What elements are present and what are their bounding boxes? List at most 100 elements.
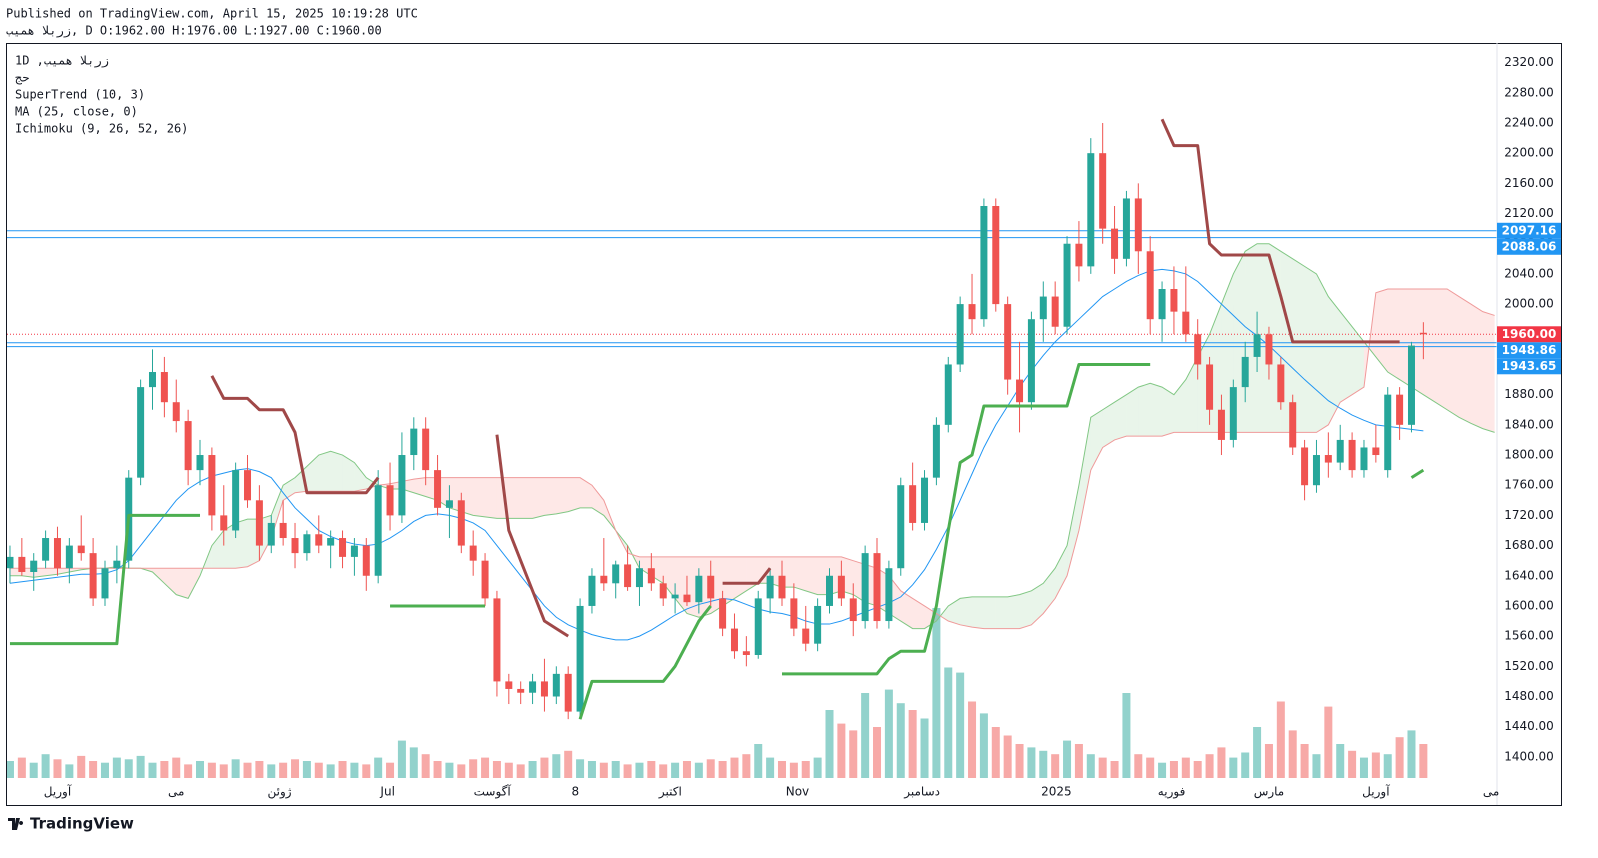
volume-bar (1181, 757, 1190, 778)
volume-bar (884, 689, 893, 778)
y-tick-label: 1400.00 (1504, 749, 1554, 763)
candle-body (148, 372, 156, 388)
candle-body (101, 568, 109, 599)
volume-bar (1371, 752, 1380, 778)
candle-body (968, 304, 976, 320)
volume-bar (65, 764, 74, 778)
volume-bar (730, 757, 739, 778)
volume-bar (1158, 762, 1167, 778)
candle-body (624, 564, 632, 588)
volume-bar (659, 764, 668, 778)
plot: 1400.00 1440.00 1480.00 1520.00 1560.00 1600.… (7, 43, 1554, 805)
volume-bar (1348, 750, 1357, 778)
x-tick-label: 2025 (1041, 785, 1072, 799)
volume-bar (207, 762, 216, 778)
candle-body (350, 545, 358, 557)
cloud-segment (734, 556, 747, 599)
candle-body (339, 538, 347, 557)
x-tick-label: فوریه (1158, 785, 1186, 800)
cloud-segment (1031, 583, 1044, 625)
volume-bar (777, 761, 786, 778)
volume-bar (718, 761, 727, 778)
candle-body (30, 560, 38, 572)
volume-bar (837, 723, 846, 778)
volume-bar (1336, 744, 1345, 778)
candle-body (291, 538, 299, 554)
volume-bar (291, 759, 300, 778)
cloud-segment (1138, 383, 1151, 437)
candle-body (1075, 243, 1083, 267)
candle-body (327, 538, 335, 546)
volume-bar (421, 754, 430, 778)
cloud-segment (520, 477, 533, 519)
volume-bar (136, 755, 145, 778)
cloud-segment (972, 596, 984, 629)
volume-bar (1300, 744, 1309, 778)
volume-bar (160, 761, 169, 778)
candle-body (1384, 394, 1392, 471)
volume-bar (825, 710, 834, 778)
volume-bar (481, 757, 490, 778)
level-label: 2088.06 (1502, 239, 1557, 253)
candle-body (469, 545, 477, 561)
volume-bar (1359, 757, 1368, 778)
volume-bar (635, 762, 644, 778)
candle-body (1146, 251, 1154, 320)
candle-body (1016, 379, 1024, 403)
x-tick-label: آوریل (1362, 784, 1390, 800)
cloud-segment (793, 556, 806, 591)
x-tick-label: مارس (1254, 785, 1285, 800)
x-tick-label: دسامبر (903, 785, 940, 800)
cloud-segment (1458, 296, 1471, 424)
volume-bar (991, 727, 1000, 778)
level-box (1497, 238, 1561, 255)
candle-body (1324, 455, 1332, 463)
y-tick-label: 2040.00 (1504, 266, 1554, 280)
cloud-segment (223, 522, 236, 569)
volume-bar (920, 718, 929, 778)
candle-body (244, 470, 252, 501)
candle-body (1027, 319, 1035, 403)
candle-body (695, 575, 703, 603)
candle-body (659, 583, 667, 599)
candle-body (1063, 243, 1071, 327)
volume-bar (754, 744, 763, 778)
volume-bar (41, 754, 50, 778)
cloud-segment (176, 568, 189, 599)
plot-area (7, 118, 1497, 778)
candle-body (434, 470, 442, 508)
candle-body (1134, 198, 1142, 252)
symbol-line: زربلا همیب, D O:1962.00 H:1976.00 L:1927… (6, 24, 382, 39)
candle-body (1396, 394, 1404, 425)
candle-body (1158, 289, 1166, 320)
legend-supertrend: SuperTrend (10, 3) (15, 88, 145, 102)
logo-mark (8, 818, 24, 830)
x-tick-label: آگوست (474, 784, 512, 800)
candle-body (267, 522, 275, 546)
volume-bar (849, 730, 858, 778)
volume-bar (1146, 757, 1155, 778)
volume-bar (1169, 761, 1178, 778)
candle-body (1277, 364, 1285, 403)
cloud-segment (485, 477, 497, 519)
candle-body (1004, 304, 1012, 380)
candle-body (635, 568, 643, 588)
candle-body (849, 598, 857, 622)
y-tick-label: 2200.00 (1504, 146, 1554, 160)
candle-body (766, 575, 774, 599)
candle-body (42, 538, 50, 561)
candle-body (505, 681, 513, 689)
volume-bar (1383, 754, 1392, 778)
volume-bar (873, 727, 882, 778)
cloud-segment (342, 455, 355, 492)
candle-body (113, 560, 121, 569)
y-tick-label: 1560.00 (1504, 629, 1554, 643)
x-tick-label: 8 (572, 785, 580, 799)
volume-bar (789, 762, 798, 778)
cloud-segment (675, 556, 687, 614)
supertrend-line (578, 605, 712, 720)
candle-body (481, 560, 489, 599)
volume-bar (29, 762, 38, 778)
volume-bar (243, 762, 252, 778)
volume-bar (1276, 701, 1285, 778)
